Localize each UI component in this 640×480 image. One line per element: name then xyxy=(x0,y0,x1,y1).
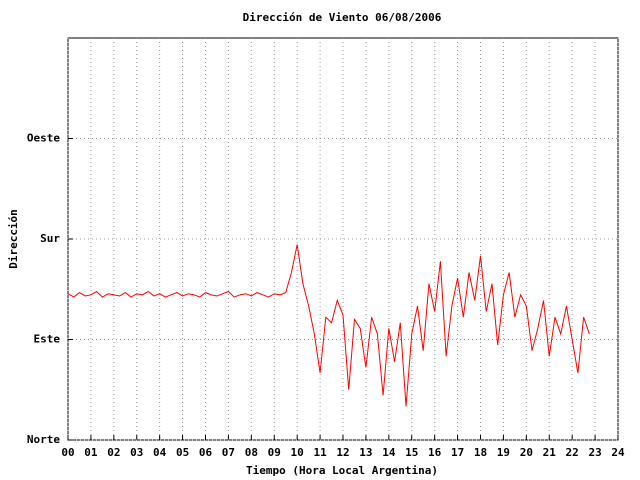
x-tick-label: 03 xyxy=(130,446,143,459)
x-tick-label: 24 xyxy=(611,446,625,459)
x-tick-label: 20 xyxy=(520,446,533,459)
x-tick-label: 19 xyxy=(497,446,510,459)
y-axis-label: Dirección xyxy=(7,209,20,269)
y-tick-label: Sur xyxy=(40,232,60,245)
x-axis-label: Tiempo (Hora Local Argentina) xyxy=(246,464,438,477)
x-tick-label: 02 xyxy=(107,446,120,459)
x-tick-label: 01 xyxy=(84,446,98,459)
x-tick-label: 12 xyxy=(336,446,349,459)
x-tick-label: 15 xyxy=(405,446,418,459)
x-tick-label: 22 xyxy=(566,446,579,459)
x-tick-label: 23 xyxy=(588,446,601,459)
x-tick-label: 11 xyxy=(313,446,327,459)
x-tick-label: 16 xyxy=(428,446,442,459)
x-tick-label: 13 xyxy=(359,446,372,459)
x-tick-label: 14 xyxy=(382,446,396,459)
x-tick-label: 06 xyxy=(199,446,213,459)
x-tick-label: 21 xyxy=(543,446,557,459)
y-tick-label: Este xyxy=(34,333,61,346)
x-tick-label: 05 xyxy=(176,446,189,459)
x-tick-label: 09 xyxy=(268,446,281,459)
chart-title: Dirección de Viento 06/08/2006 xyxy=(243,11,442,24)
y-tick-label: Norte xyxy=(27,433,60,446)
x-tick-label: 17 xyxy=(451,446,464,459)
x-tick-label: 10 xyxy=(291,446,304,459)
y-tick-label: Oeste xyxy=(27,132,60,145)
x-tick-label: 18 xyxy=(474,446,487,459)
data-line xyxy=(67,244,590,407)
x-tick-label: 07 xyxy=(222,446,235,459)
x-tick-label: 04 xyxy=(153,446,167,459)
x-tick-label: 00 xyxy=(61,446,74,459)
x-tick-label: 08 xyxy=(245,446,258,459)
